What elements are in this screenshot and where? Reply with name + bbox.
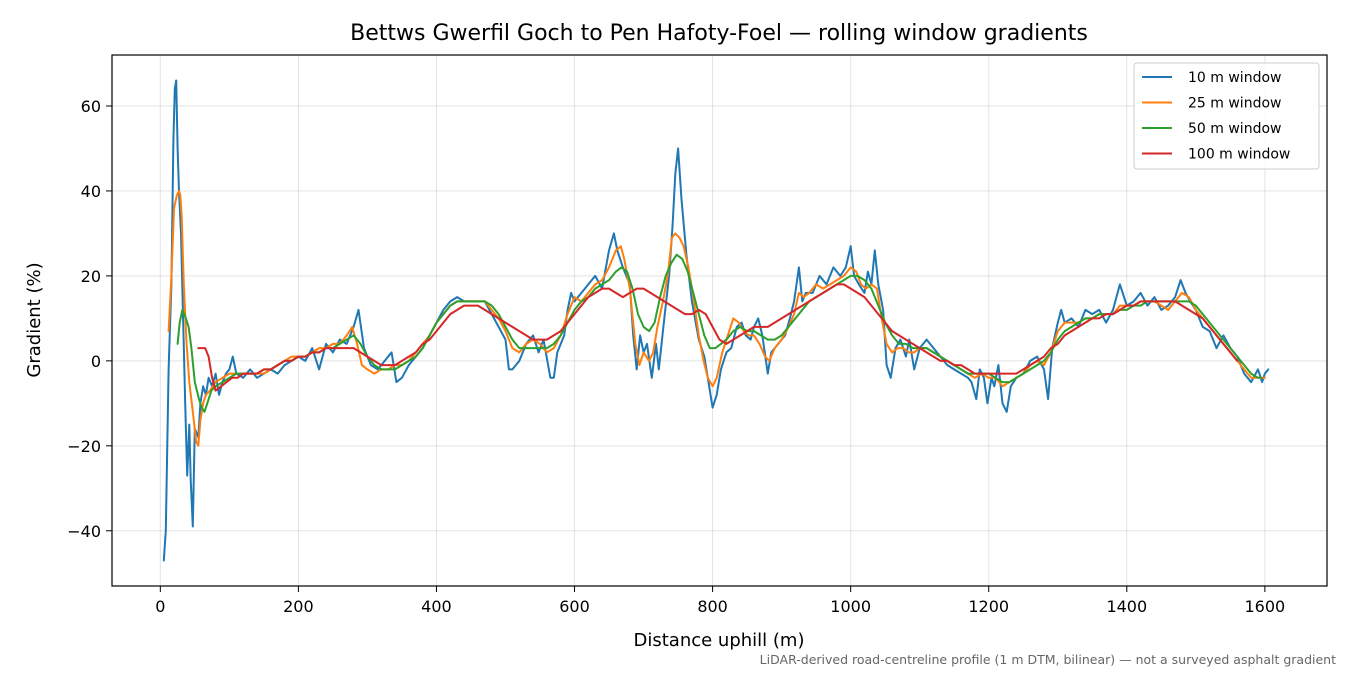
y-tick-label: −40 [67,522,101,541]
x-tick-label: 1000 [830,597,871,616]
x-tick-label: 0 [155,597,165,616]
y-tick-label: 0 [91,352,101,371]
legend-label: 50 m window [1188,121,1281,137]
x-tick-label: 1400 [1106,597,1147,616]
chart-title: Bettws Gwerfil Goch to Pen Hafoty-Foel —… [350,21,1088,46]
y-tick-label: −20 [67,437,101,456]
x-tick-label: 800 [697,597,728,616]
legend-label: 100 m window [1188,147,1290,163]
y-tick-label: 60 [81,97,101,116]
x-tick-label: 1200 [968,597,1009,616]
legend-box [1133,62,1320,170]
series-line-3 [197,283,1239,392]
x-tick-label: 400 [421,597,452,616]
x-tick-label: 200 [283,597,314,616]
x-tick-label: 600 [559,597,590,616]
x-axis-label: Distance uphill (m) [634,630,805,651]
plot-area-frame [111,54,1328,587]
legend-label: 10 m window [1188,70,1281,86]
y-tick-label: 20 [81,267,101,286]
y-tick-label: 40 [81,182,101,201]
footnote: LiDAR-derived road-centreline profile (1… [760,652,1336,667]
series-lines [162,79,1270,562]
legend: 10 m window 25 m window 50 m window 100 m w… [1133,62,1320,170]
legend-label: 25 m window [1188,96,1281,112]
y-axis-label: Gradient (%) [24,262,45,377]
axis-ticks: 0 200 400 600 800 1000 1200 1400 1600 −40 −20 0 20 40… [67,97,1285,616]
x-tick-label: 1600 [1245,597,1286,616]
